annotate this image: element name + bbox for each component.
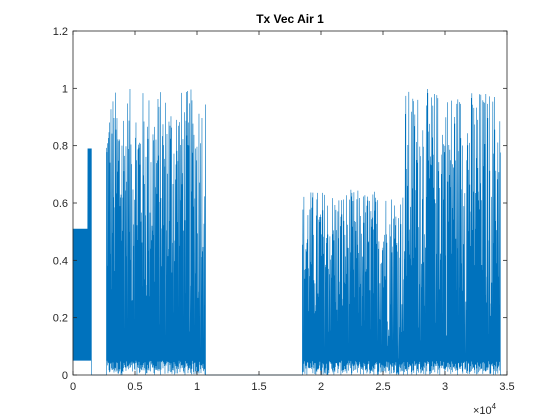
y-tick-label: 0.4 xyxy=(53,255,68,267)
y-tick-label: 0 xyxy=(62,370,68,382)
series-line-0 xyxy=(72,88,507,376)
y-tick-label: 0.2 xyxy=(53,313,68,325)
chart-title: Tx Vec Air 1 xyxy=(256,12,324,26)
x-tick-label: 1 xyxy=(194,381,200,393)
x-tick-label: 0 xyxy=(70,381,76,393)
x-tick-label: 0.5 xyxy=(127,381,142,393)
x-axis-exponent-label: ×104 xyxy=(473,402,497,417)
x-tick-label: 3 xyxy=(442,381,448,393)
y-tick-label: 1 xyxy=(62,83,68,95)
x-tick-label: 1.5 xyxy=(251,381,266,393)
x-axis-exponent-base: ×10 xyxy=(473,405,492,417)
axes-layer: 0 0.5 1 1.5 2 2.5 3 3.5 0 0.2 0.4 0.6 0.8 1 1.2 xyxy=(53,26,515,393)
x-tick-label: 3.5 xyxy=(499,381,514,393)
x-axis-exponent-power: 4 xyxy=(492,402,497,411)
series-layer xyxy=(72,88,507,376)
y-tick-label: 1.2 xyxy=(53,26,68,38)
x-tick-label: 2.5 xyxy=(375,381,390,393)
y-tick-label: 0.6 xyxy=(53,198,68,210)
y-tick-label: 0.8 xyxy=(53,141,68,153)
x-tick-label: 2 xyxy=(318,381,324,393)
